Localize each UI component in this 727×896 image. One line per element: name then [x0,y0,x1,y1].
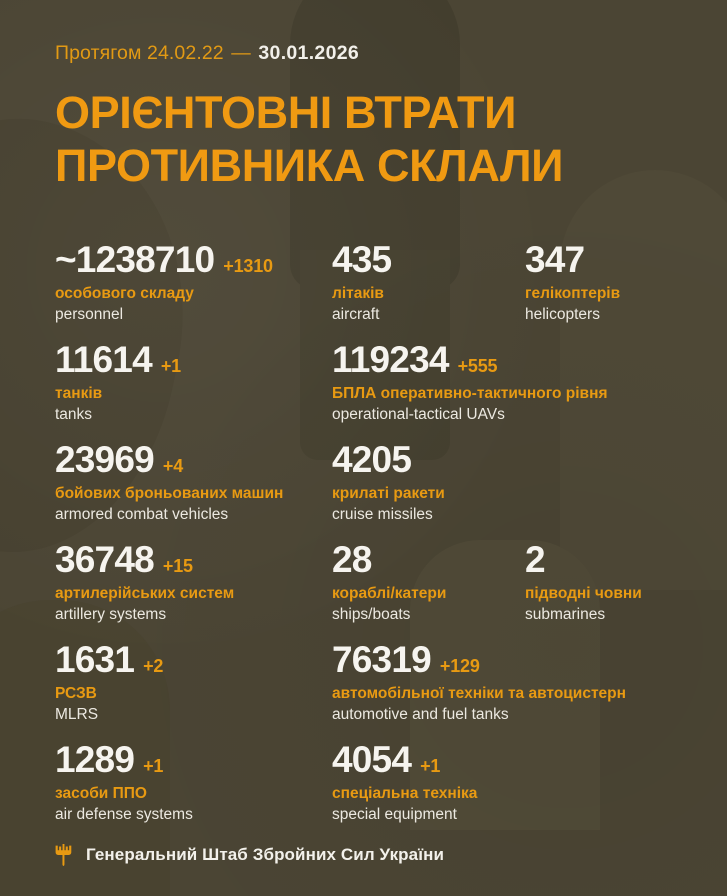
stat-numline: 347 [525,238,620,280]
stat-numline: 36748 +15 [55,538,234,580]
losses-row: 1289 +1 засоби ППО air defense systems 4… [55,738,672,840]
stat-air-defense: 1289 +1 засоби ППО air defense systems [55,738,193,825]
stat-personnel: ~1238710 +1310 особового складу personne… [55,238,273,325]
date-range-end: 30.01.2026 [258,42,360,64]
stat-value: 28 [332,538,372,580]
poster-content: Протягом 24.02.22 — 30.01.2026 ОРІЄНТОВН… [55,0,672,840]
stat-label-en: cruise missiles [332,505,433,523]
stat-delta: +1 [160,355,181,376]
stat-mlrs: 1631 +2 РСЗВ MLRS [55,638,164,725]
stat-value: 2 [525,538,546,580]
losses-row: ~1238710 +1310 особового складу personne… [55,238,672,340]
stat-delta: +1310 [223,255,273,276]
stat-value: 119234 [332,338,449,380]
stat-value: 36748 [55,538,155,580]
stat-label-en: submarines [525,605,606,623]
stat-label-ua: РСЗВ [55,684,97,702]
stat-special-equipment: 4054 +1 спеціальна техніка special equip… [332,738,478,825]
stat-label-en: automotive and fuel tanks [332,705,509,723]
stat-delta: +555 [457,355,498,376]
stat-value: 4054 [332,738,412,780]
losses-row: 1631 +2 РСЗВ MLRS 76319 +129 автомобільн… [55,638,672,740]
stat-value: 11614 [55,338,153,380]
stat-label-en: MLRS [55,705,99,723]
stat-label-en: artillery systems [55,605,167,623]
stat-numline: 4054 +1 [332,738,477,780]
stat-delta: +1 [420,755,441,776]
stat-numline: 11614 +1 [55,338,181,380]
stat-value: 435 [332,238,392,280]
stat-delta: +4 [162,455,184,476]
page-title: ОРІЄНТОВНІ ВТРАТИ ПРОТИВНИКА СКЛАЛИ [55,87,672,191]
stat-numline: 435 [332,238,400,280]
losses-row: 23969 +4 бойових броньованих машин armor… [55,438,672,540]
page-title-line-1: ОРІЄНТОВНІ ВТРАТИ [55,87,517,139]
stat-delta: +15 [162,555,193,576]
stat-numline: 1289 +1 [55,738,193,780]
stat-label-en: tanks [55,405,93,423]
footer: Генеральний Штаб Збройних Сил України [55,844,444,866]
stat-label-ua: БПЛА оперативно-тактичного рівня [332,384,608,402]
stat-value: 4205 [332,438,412,480]
stat-automotive: 76319 +129 автомобільної техніки та авто… [332,638,627,725]
stat-label-en: armored combat vehicles [55,505,229,523]
stat-uavs: 119234 +555 БПЛА оперативно-тактичного р… [332,338,608,425]
stat-label-ua: танків [55,384,103,402]
stat-numline: 23969 +4 [55,438,283,480]
losses-row: 11614 +1 танків tanks 119234 +555 БПЛА о… [55,338,672,440]
stat-numline: ~1238710 +1310 [55,238,273,280]
stat-tanks: 11614 +1 танків tanks [55,338,181,425]
stat-label-en: aircraft [332,305,380,323]
stat-armored-vehicles: 23969 +4 бойових броньованих машин armor… [55,438,284,525]
stat-label-ua: особового складу [55,284,194,302]
date-range-dash: — [231,42,251,64]
stat-label-ua: засоби ППО [55,784,147,802]
stat-numline: 119234 +555 [332,338,608,380]
stat-submarines: 2 підводні човни submarines [525,538,642,625]
stat-value: 23969 [55,438,155,480]
stat-label-ua: бойових броньованих машин [55,484,284,502]
stat-label-en: operational-tactical UAVs [332,405,505,423]
losses-row: 36748 +15 артилерійських систем artiller… [55,538,672,640]
stat-label-en: personnel [55,305,124,323]
stat-label-ua: гелікоптерів [525,284,621,302]
stat-delta: +129 [439,655,480,676]
stat-numline: 4205 [332,438,445,480]
stat-value: 1631 [55,638,135,680]
stat-helicopters: 347 гелікоптерів helicopters [525,238,621,325]
stat-label-ua: спеціальна техніка [332,784,478,802]
stat-value: ~1238710 [55,238,215,280]
stat-value: 76319 [332,638,432,680]
stat-value: 347 [525,238,585,280]
stat-artillery: 36748 +15 артилерійських систем artiller… [55,538,235,625]
stat-label-en: special equipment [332,805,457,823]
stat-label-en: air defense systems [55,805,193,823]
stat-delta: +2 [143,655,164,676]
stat-ships: 28 кораблі/катери ships/boats [332,538,447,625]
stat-label-ua: кораблі/катери [332,584,447,602]
stat-label-ua: підводні човни [525,584,642,602]
stat-label-en: ships/boats [332,605,411,623]
stat-label-ua: крилаті ракети [332,484,445,502]
stat-numline: 28 [332,538,446,580]
date-range-start: Протягом 24.02.22 [55,42,224,64]
stat-label-en: helicopters [525,305,600,323]
trident-icon [55,844,72,866]
stat-label-ua: літаків [332,284,384,302]
losses-grid: ~1238710 +1310 особового складу personne… [55,238,672,840]
stat-numline: 76319 +129 [332,638,626,680]
date-range: Протягом 24.02.22 — 30.01.2026 [55,0,672,65]
stat-delta: +1 [143,755,164,776]
stat-value: 1289 [55,738,135,780]
stat-label-ua: артилерійських систем [55,584,235,602]
page-title-line-2: ПРОТИВНИКА СКЛАЛИ [55,139,564,191]
stat-cruise-missiles: 4205 крилаті ракети cruise missiles [332,438,445,525]
stat-aircraft: 435 літаків aircraft [332,238,400,325]
stat-numline: 1631 +2 [55,638,164,680]
footer-text: Генеральний Штаб Збройних Сил України [86,845,445,864]
stat-label-ua: автомобільної техніки та автоцистерн [332,684,627,702]
stat-numline: 2 [525,538,642,580]
